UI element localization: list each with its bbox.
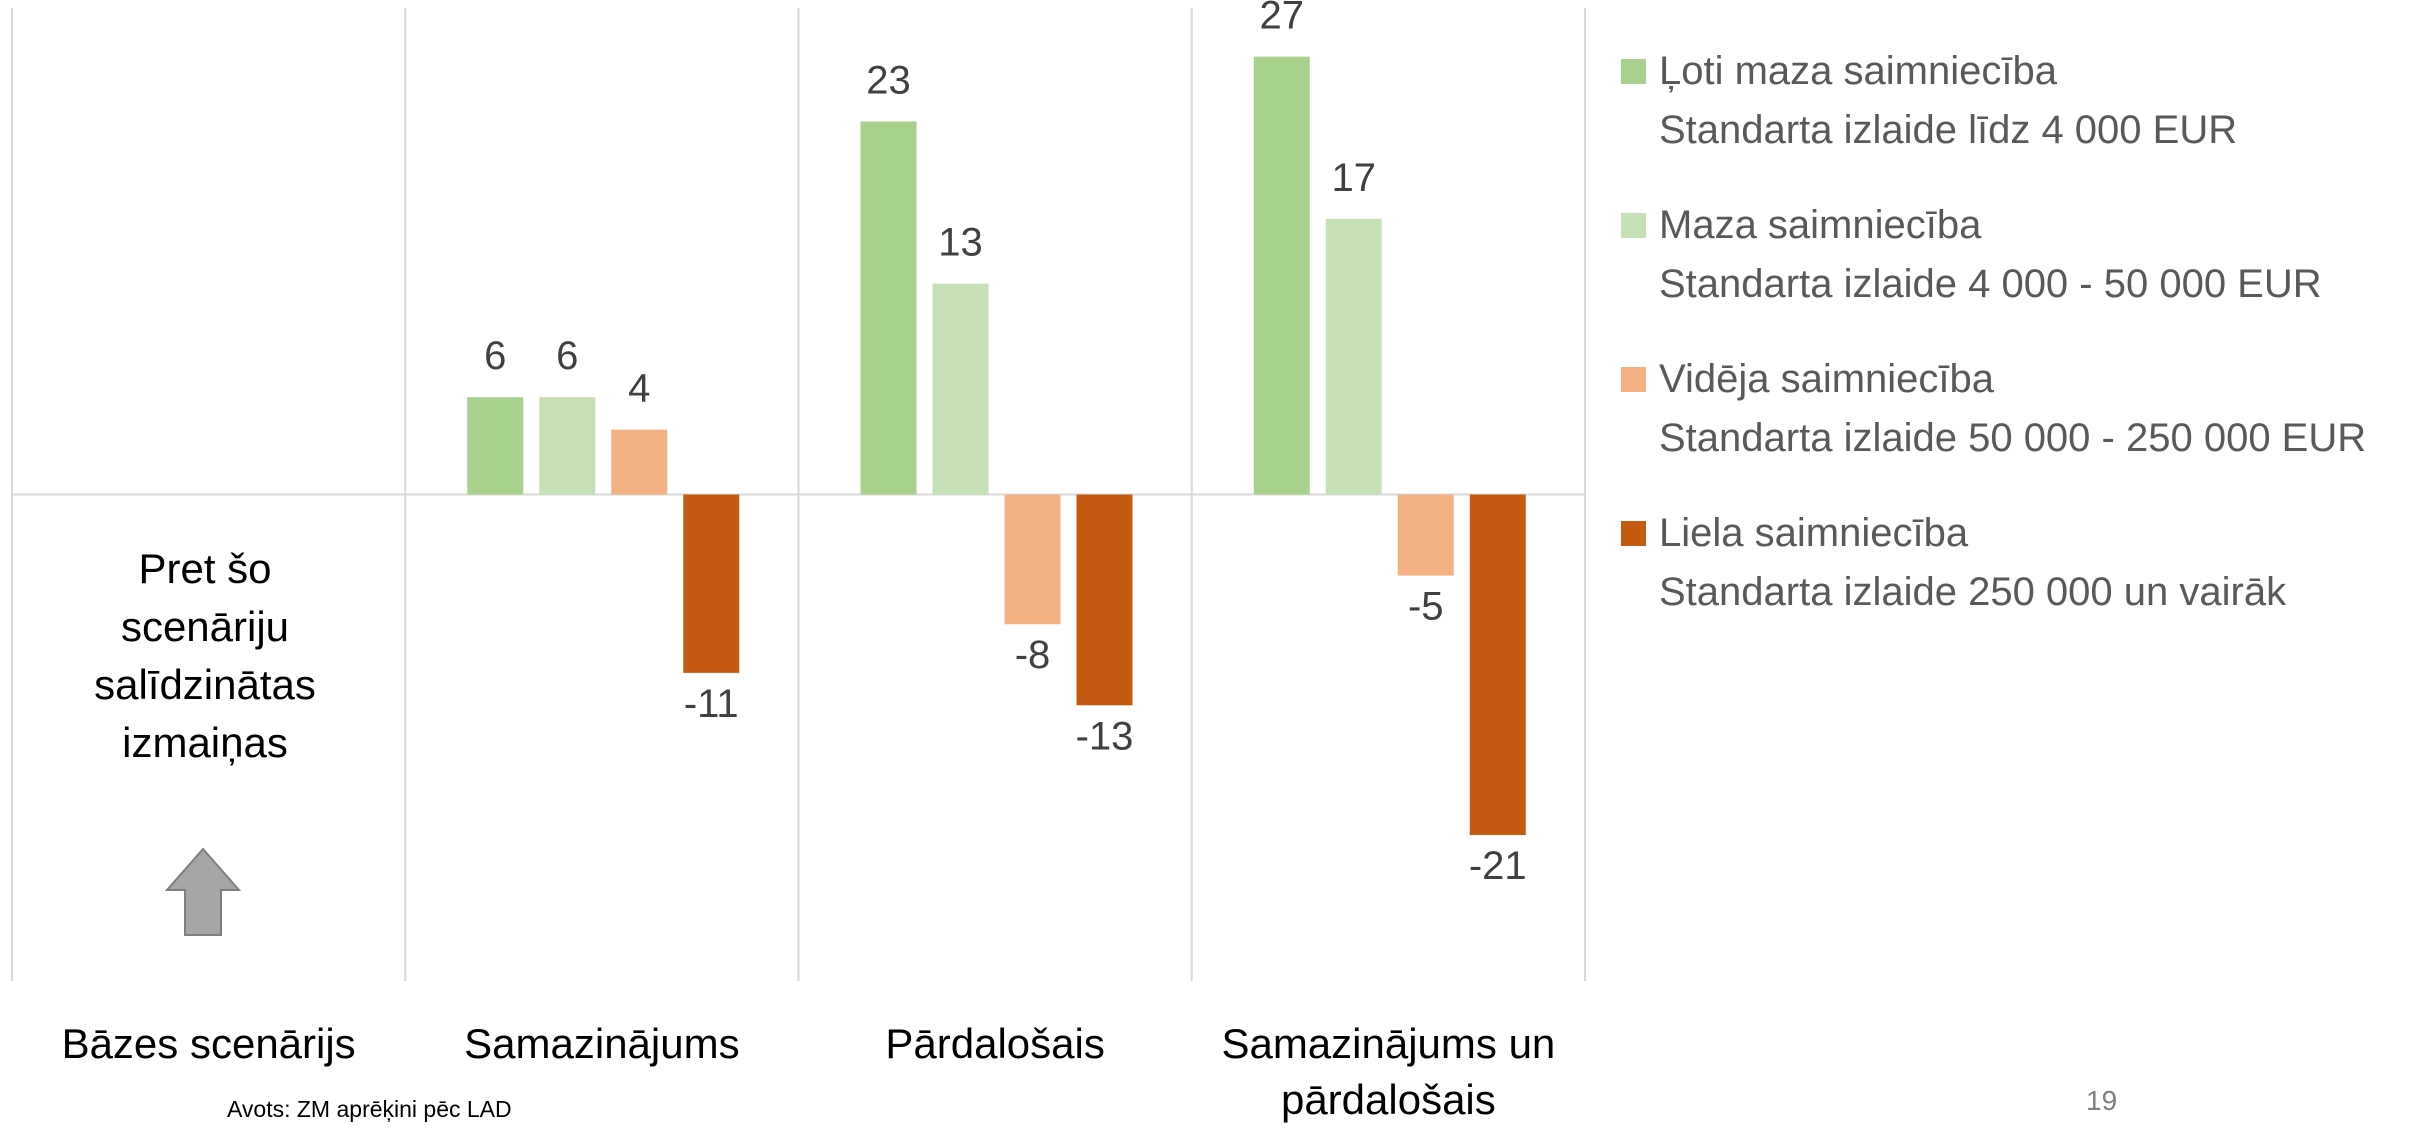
x-tick-label: Samazinājums un pārdalošais [1221,1020,1556,1123]
legend-label: Maza saimniecība [1659,203,1982,247]
legend-detail: Standarta izlaide līdz 4 000 EUR [1659,108,2238,152]
data-label: -13 [1076,714,1134,758]
data-label: 17 [1332,156,1377,200]
page-number: 19 [2086,1085,2118,1116]
data-label: 4 [628,367,650,411]
legend-swatch [1621,367,1646,392]
legend-label: Vidēja saimniecība [1659,357,1995,401]
data-label: 6 [556,334,578,378]
bar [1325,218,1382,495]
bar [1469,494,1526,836]
legend-detail: Standarta izlaide 4 000 - 50 000 EUR [1659,262,2322,306]
legend-swatch [1621,521,1646,546]
bar [932,283,989,495]
arrow-icon [164,847,242,936]
data-label: -5 [1408,585,1444,629]
legend-label: Liela saimniecība [1659,511,1969,555]
source: Avots: ZM aprēķini pēc LAD [227,1096,512,1122]
bar [1253,56,1310,495]
bar [683,494,740,673]
bar [611,429,668,495]
bar [1397,494,1454,576]
legend-swatch [1621,213,1646,238]
bar [467,397,524,495]
legend-swatch [1621,59,1646,84]
data-label: -21 [1469,844,1527,888]
x-tick-label: Bāzes scenārijs [61,1020,356,1067]
data-label: 6 [484,334,506,378]
x-tick-label: Samazinājums [464,1020,740,1067]
data-label: -11 [684,682,739,726]
legend-detail: Standarta izlaide 50 000 - 250 000 EUR [1659,416,2367,460]
x-tick-label: Pārdalošais [885,1020,1105,1067]
data-label: 27 [1260,0,1305,38]
bar [1004,494,1061,625]
data-label: -8 [1015,633,1051,677]
bar [860,121,917,495]
data-label: 13 [938,221,983,265]
data-label: 23 [866,59,911,103]
annotation: Pret šo scenāriju salīdzinātas izmaiņas [94,545,316,766]
bar [1076,494,1133,706]
legend-detail: Standarta izlaide 250 000 un vairāk [1659,570,2287,614]
bar [539,397,596,495]
legend-label: Ļoti maza saimniecība [1659,49,2057,93]
